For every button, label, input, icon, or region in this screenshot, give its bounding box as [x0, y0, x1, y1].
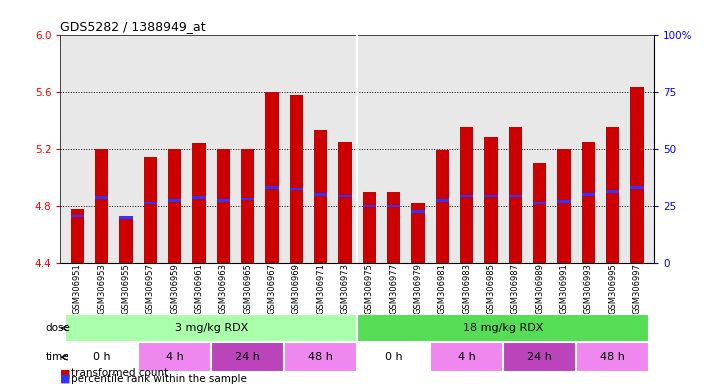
- Bar: [65, 314, 358, 342]
- Bar: [338, 195, 352, 197]
- Text: GSM306973: GSM306973: [341, 263, 350, 314]
- Bar: [217, 149, 230, 263]
- Text: percentile rank within the sample: percentile rank within the sample: [71, 374, 247, 384]
- Text: GSM306979: GSM306979: [414, 263, 422, 314]
- Bar: [460, 195, 474, 197]
- Bar: [503, 342, 576, 372]
- Bar: [144, 157, 157, 263]
- Bar: [95, 196, 109, 199]
- Bar: [533, 202, 547, 205]
- Bar: [533, 163, 547, 263]
- Text: GSM306995: GSM306995: [608, 263, 617, 314]
- Bar: [509, 127, 522, 263]
- Bar: [95, 149, 109, 263]
- Bar: [631, 88, 643, 263]
- Text: GSM306961: GSM306961: [195, 263, 203, 314]
- Bar: [265, 92, 279, 263]
- Bar: [576, 342, 649, 372]
- Bar: [460, 127, 474, 263]
- Text: GSM306987: GSM306987: [511, 263, 520, 314]
- Text: time: time: [46, 352, 70, 362]
- Bar: [387, 205, 400, 207]
- Text: GSM306967: GSM306967: [267, 263, 277, 314]
- Text: GSM306983: GSM306983: [462, 263, 471, 314]
- Text: 0 h: 0 h: [93, 352, 111, 362]
- Bar: [436, 150, 449, 263]
- Text: 4 h: 4 h: [166, 352, 183, 362]
- Bar: [412, 210, 424, 213]
- Bar: [631, 186, 643, 189]
- Bar: [582, 193, 595, 196]
- Text: GSM306991: GSM306991: [560, 263, 569, 314]
- Text: GSM306965: GSM306965: [243, 263, 252, 314]
- Bar: [119, 216, 133, 263]
- Bar: [71, 215, 84, 217]
- Text: 24 h: 24 h: [528, 352, 552, 362]
- Text: 24 h: 24 h: [235, 352, 260, 362]
- Bar: [557, 200, 571, 203]
- Text: GSM306971: GSM306971: [316, 263, 325, 314]
- Text: GSM306985: GSM306985: [486, 263, 496, 314]
- Text: GSM306951: GSM306951: [73, 263, 82, 314]
- Text: ■: ■: [60, 374, 71, 384]
- Text: 3 mg/kg RDX: 3 mg/kg RDX: [175, 323, 248, 333]
- Text: GDS5282 / 1388949_at: GDS5282 / 1388949_at: [60, 20, 206, 33]
- Bar: [412, 203, 424, 263]
- Text: GSM306975: GSM306975: [365, 263, 374, 314]
- Bar: [363, 205, 376, 207]
- Text: GSM306993: GSM306993: [584, 263, 593, 314]
- Bar: [557, 149, 571, 263]
- Text: GSM306977: GSM306977: [390, 263, 398, 314]
- Bar: [436, 199, 449, 202]
- Bar: [290, 94, 303, 263]
- Bar: [314, 130, 328, 263]
- Bar: [314, 193, 328, 196]
- Bar: [430, 342, 503, 372]
- Text: 48 h: 48 h: [600, 352, 625, 362]
- Bar: [211, 342, 284, 372]
- Text: 4 h: 4 h: [458, 352, 476, 362]
- Text: GSM306989: GSM306989: [535, 263, 544, 314]
- Text: GSM306981: GSM306981: [438, 263, 447, 314]
- Text: transformed count: transformed count: [71, 368, 169, 378]
- Bar: [387, 192, 400, 263]
- Bar: [71, 209, 84, 263]
- Text: GSM306969: GSM306969: [292, 263, 301, 314]
- Text: GSM306957: GSM306957: [146, 263, 155, 314]
- Text: 48 h: 48 h: [309, 352, 333, 362]
- Bar: [358, 314, 649, 342]
- Bar: [241, 198, 255, 200]
- Bar: [139, 342, 211, 372]
- Bar: [193, 143, 205, 263]
- Bar: [284, 342, 358, 372]
- Text: GSM306959: GSM306959: [171, 263, 179, 314]
- Bar: [338, 142, 352, 263]
- Text: GSM306963: GSM306963: [219, 263, 228, 314]
- Text: GSM306997: GSM306997: [633, 263, 641, 314]
- Bar: [168, 199, 181, 202]
- Bar: [217, 199, 230, 202]
- Text: ■: ■: [60, 368, 71, 378]
- Bar: [290, 188, 303, 190]
- Bar: [265, 186, 279, 189]
- Bar: [144, 202, 157, 205]
- Bar: [509, 195, 522, 197]
- Text: 0 h: 0 h: [385, 352, 402, 362]
- Bar: [484, 137, 498, 263]
- Bar: [65, 342, 139, 372]
- Bar: [168, 149, 181, 263]
- Bar: [241, 149, 255, 263]
- Text: 18 mg/kg RDX: 18 mg/kg RDX: [463, 323, 543, 333]
- Bar: [358, 342, 430, 372]
- Text: GSM306955: GSM306955: [122, 263, 131, 314]
- Bar: [193, 196, 205, 199]
- Bar: [606, 190, 619, 193]
- Bar: [606, 127, 619, 263]
- Bar: [119, 216, 133, 219]
- Bar: [582, 142, 595, 263]
- Text: dose: dose: [46, 323, 70, 333]
- Bar: [363, 192, 376, 263]
- Bar: [484, 195, 498, 197]
- Text: GSM306953: GSM306953: [97, 263, 107, 314]
